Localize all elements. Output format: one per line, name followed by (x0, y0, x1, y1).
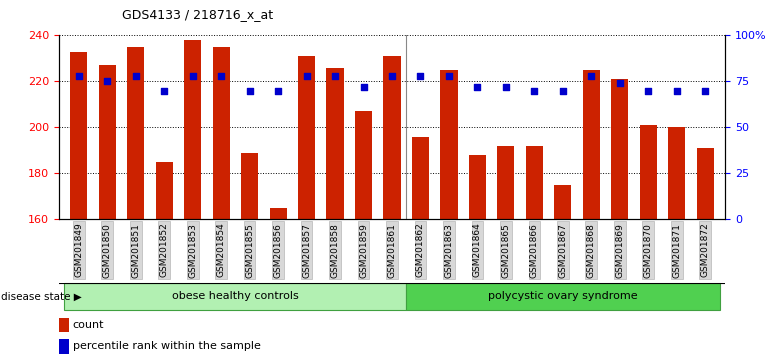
Point (101, 79, 114, 84)
Point (642, 88, 655, 93)
Bar (668, 127, 685, 219)
Text: obese healthy controls: obese healthy controls (172, 291, 299, 302)
Text: GSM201855: GSM201855 (245, 223, 254, 278)
Text: GSM201853: GSM201853 (188, 223, 197, 278)
Text: GSM201858: GSM201858 (331, 223, 339, 278)
Bar (406, 283, 720, 310)
Text: GSM201870: GSM201870 (644, 223, 653, 278)
Text: GSM201868: GSM201868 (587, 223, 596, 278)
Point (72, 73, 85, 79)
Point (614, 80, 626, 86)
Bar (640, 125, 657, 219)
Text: disease state ▶: disease state ▶ (1, 291, 82, 302)
Text: GSM201862: GSM201862 (416, 223, 425, 278)
Point (386, 73, 398, 79)
Bar (71, 51, 87, 219)
Point (300, 73, 313, 79)
Bar (99, 65, 116, 219)
Point (187, 73, 199, 79)
Bar (212, 47, 230, 219)
Text: GSM201851: GSM201851 (131, 223, 140, 278)
Text: GDS4133 / 218716_x_at: GDS4133 / 218716_x_at (122, 8, 273, 21)
Point (215, 73, 227, 79)
Text: GSM201866: GSM201866 (530, 223, 539, 278)
Point (328, 73, 341, 79)
Text: GSM201864: GSM201864 (473, 223, 482, 278)
Text: polycystic ovary syndrome: polycystic ovary syndrome (488, 291, 637, 302)
Bar (241, 153, 258, 219)
Point (499, 84, 512, 90)
Point (471, 84, 484, 90)
Text: GSM201852: GSM201852 (160, 223, 169, 278)
Bar (697, 148, 713, 219)
Text: GSM201861: GSM201861 (387, 223, 397, 278)
Point (528, 88, 541, 93)
Text: GSM201849: GSM201849 (74, 223, 83, 278)
Bar (64, 283, 406, 310)
Text: percentile rank within the sample: percentile rank within the sample (72, 341, 260, 352)
Point (414, 73, 426, 79)
Bar (612, 79, 628, 219)
Bar (497, 146, 514, 219)
Bar (156, 162, 172, 219)
Bar (59, 318, 68, 332)
Point (557, 88, 569, 93)
Bar (383, 56, 401, 219)
Text: GSM201865: GSM201865 (502, 223, 510, 278)
Point (272, 88, 285, 93)
Bar (127, 47, 144, 219)
Bar (583, 70, 600, 219)
Bar (526, 146, 543, 219)
Point (443, 73, 456, 79)
Bar (59, 339, 68, 354)
Bar (326, 68, 343, 219)
Text: GSM201857: GSM201857 (302, 223, 311, 278)
Bar (355, 111, 372, 219)
Point (699, 88, 712, 93)
Text: GSM201872: GSM201872 (701, 223, 710, 278)
Bar (554, 185, 572, 219)
Text: GSM201856: GSM201856 (274, 223, 282, 278)
Point (243, 88, 256, 93)
Bar (298, 56, 315, 219)
Bar (270, 208, 287, 219)
Text: GSM201863: GSM201863 (445, 223, 453, 278)
Text: GSM201854: GSM201854 (216, 223, 226, 278)
Text: GSM201859: GSM201859 (359, 223, 368, 278)
Bar (184, 40, 201, 219)
Text: GSM201871: GSM201871 (673, 223, 681, 278)
Point (158, 88, 170, 93)
Bar (412, 137, 429, 219)
Point (358, 84, 370, 90)
Point (670, 88, 683, 93)
Text: GSM201850: GSM201850 (103, 223, 111, 278)
Text: GSM201869: GSM201869 (615, 223, 624, 278)
Point (129, 73, 142, 79)
Bar (469, 155, 486, 219)
Text: count: count (72, 320, 104, 330)
Point (585, 73, 597, 79)
Text: GSM201867: GSM201867 (558, 223, 568, 278)
Bar (441, 70, 458, 219)
